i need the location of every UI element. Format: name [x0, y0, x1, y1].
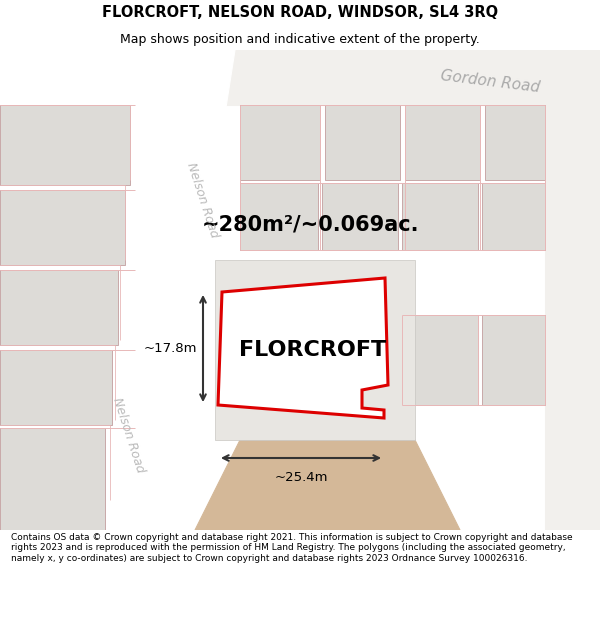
Polygon shape — [325, 105, 400, 180]
Polygon shape — [485, 105, 545, 180]
Polygon shape — [200, 50, 600, 105]
Polygon shape — [482, 315, 545, 405]
Text: ~25.4m: ~25.4m — [274, 471, 328, 484]
Polygon shape — [100, 50, 235, 530]
Polygon shape — [0, 270, 118, 345]
Text: Nelson Road: Nelson Road — [184, 161, 220, 239]
Polygon shape — [0, 350, 112, 425]
Polygon shape — [218, 278, 388, 418]
Polygon shape — [195, 440, 460, 530]
Polygon shape — [0, 50, 600, 530]
Polygon shape — [405, 105, 480, 180]
Polygon shape — [0, 428, 105, 530]
Text: Contains OS data © Crown copyright and database right 2021. This information is : Contains OS data © Crown copyright and d… — [11, 533, 572, 562]
Polygon shape — [402, 183, 478, 250]
Polygon shape — [215, 260, 415, 440]
Text: ~17.8m: ~17.8m — [143, 342, 197, 355]
Polygon shape — [545, 105, 600, 530]
Polygon shape — [240, 105, 320, 180]
Text: Nelson Road: Nelson Road — [110, 396, 146, 474]
Text: ~280m²/~0.069ac.: ~280m²/~0.069ac. — [201, 215, 419, 235]
Polygon shape — [0, 190, 125, 265]
Text: Map shows position and indicative extent of the property.: Map shows position and indicative extent… — [120, 32, 480, 46]
Polygon shape — [0, 105, 130, 185]
Text: Gordon Road: Gordon Road — [439, 69, 541, 96]
Text: FLORCROFT: FLORCROFT — [239, 340, 386, 360]
Polygon shape — [240, 183, 318, 250]
Text: FLORCROFT, NELSON ROAD, WINDSOR, SL4 3RQ: FLORCROFT, NELSON ROAD, WINDSOR, SL4 3RQ — [102, 5, 498, 20]
Polygon shape — [482, 183, 545, 250]
Polygon shape — [402, 315, 478, 405]
Polygon shape — [322, 183, 398, 250]
